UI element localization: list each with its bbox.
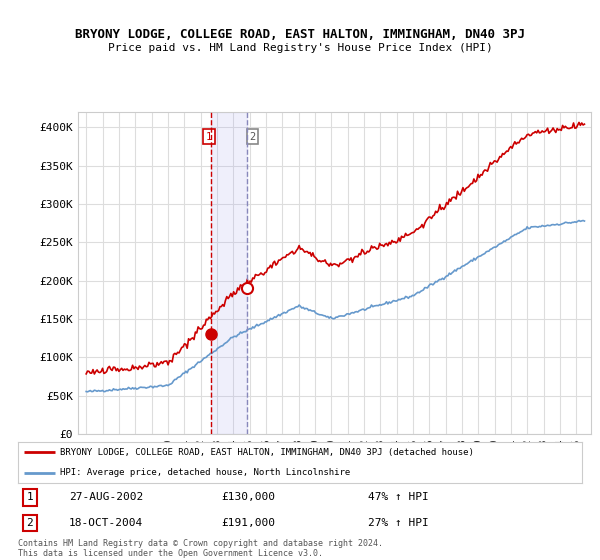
Text: Contains HM Land Registry data © Crown copyright and database right 2024.
This d: Contains HM Land Registry data © Crown c… — [18, 539, 383, 558]
Text: 1: 1 — [206, 132, 212, 142]
Text: BRYONY LODGE, COLLEGE ROAD, EAST HALTON, IMMINGHAM, DN40 3PJ: BRYONY LODGE, COLLEGE ROAD, EAST HALTON,… — [75, 28, 525, 41]
Text: 27-AUG-2002: 27-AUG-2002 — [69, 492, 143, 502]
Text: 1: 1 — [26, 492, 33, 502]
Text: 2: 2 — [250, 132, 256, 142]
Text: 47% ↑ HPI: 47% ↑ HPI — [368, 492, 428, 502]
Text: Price paid vs. HM Land Registry's House Price Index (HPI): Price paid vs. HM Land Registry's House … — [107, 43, 493, 53]
Text: 18-OCT-2004: 18-OCT-2004 — [69, 518, 143, 528]
Text: 27% ↑ HPI: 27% ↑ HPI — [368, 518, 428, 528]
Text: £191,000: £191,000 — [221, 518, 275, 528]
Text: £130,000: £130,000 — [221, 492, 275, 502]
Text: 2: 2 — [26, 518, 33, 528]
Text: HPI: Average price, detached house, North Lincolnshire: HPI: Average price, detached house, Nort… — [60, 468, 350, 477]
Bar — [211, 112, 247, 434]
Text: BRYONY LODGE, COLLEGE ROAD, EAST HALTON, IMMINGHAM, DN40 3PJ (detached house): BRYONY LODGE, COLLEGE ROAD, EAST HALTON,… — [60, 448, 474, 457]
